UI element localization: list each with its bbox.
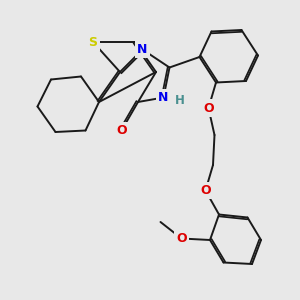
Text: N: N — [158, 91, 169, 104]
Text: H: H — [175, 94, 185, 107]
Text: N: N — [137, 43, 148, 56]
Text: O: O — [176, 232, 187, 245]
Text: O: O — [200, 184, 211, 197]
Text: S: S — [88, 35, 98, 49]
Text: O: O — [203, 101, 214, 115]
Text: O: O — [116, 124, 127, 137]
